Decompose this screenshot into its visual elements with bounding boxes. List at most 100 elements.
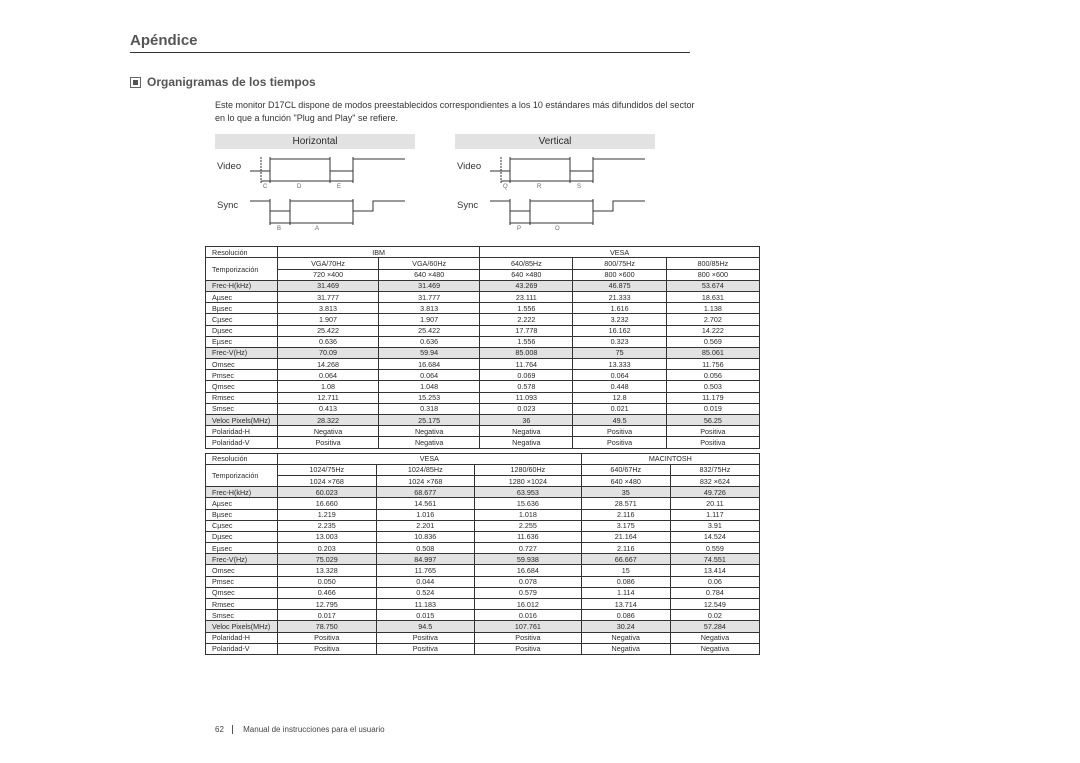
data-cell: 1.907 xyxy=(379,314,480,325)
data-cell: 25.422 xyxy=(278,325,379,336)
data-cell: 49.726 xyxy=(670,487,759,498)
data-cell: 60.023 xyxy=(278,487,377,498)
data-cell: 0.064 xyxy=(278,370,379,381)
data-cell: 2.235 xyxy=(278,520,377,531)
data-cell: Positiva xyxy=(573,426,666,437)
data-cell: 0.636 xyxy=(278,336,379,347)
data-cell: 31.469 xyxy=(278,280,379,291)
data-cell: 28.322 xyxy=(278,415,379,426)
group-header: VESA xyxy=(480,247,760,258)
row-label: Polaridad-H xyxy=(206,632,278,643)
data-cell: 11.183 xyxy=(376,599,475,610)
data-cell: 0.578 xyxy=(480,381,573,392)
data-cell: 59.938 xyxy=(475,554,582,565)
data-cell: 11.093 xyxy=(480,392,573,403)
mode-cell: VGA/70Hz xyxy=(278,258,379,269)
svg-text:P: P xyxy=(517,226,521,232)
timing-table-2: ResoluciónVESAMACINTOSHTemporización1024… xyxy=(205,453,760,655)
resolution-cell: 640 ×480 xyxy=(480,269,573,280)
data-cell: 43.269 xyxy=(480,280,573,291)
data-cell: 94.5 xyxy=(376,621,475,632)
data-cell: Positiva xyxy=(573,437,666,448)
mode-cell: VGA/60Hz xyxy=(379,258,480,269)
data-cell: 66.667 xyxy=(581,554,670,565)
data-cell: 14.222 xyxy=(666,325,759,336)
data-cell: 35 xyxy=(581,487,670,498)
resolution-label: Resolución xyxy=(206,247,278,258)
data-cell: 0.203 xyxy=(278,543,377,554)
data-cell: Negativa xyxy=(278,426,379,437)
data-cell: Positiva xyxy=(475,643,582,654)
data-cell: 0.508 xyxy=(376,543,475,554)
data-cell: 0.569 xyxy=(666,336,759,347)
data-cell: 0.023 xyxy=(480,403,573,414)
data-cell: 0.056 xyxy=(666,370,759,381)
data-cell: Negativa xyxy=(379,437,480,448)
data-cell: 0.466 xyxy=(278,587,377,598)
row-label: Aµsec xyxy=(206,498,278,509)
horizontal-diagram: Horizontal Video C D E Sync xyxy=(215,134,415,238)
timing-tables: ResoluciónIBMVESATemporizaciónVGA/70HzVG… xyxy=(205,246,760,655)
row-label: Pmsec xyxy=(206,370,278,381)
data-cell: 0.559 xyxy=(670,543,759,554)
data-cell: Positiva xyxy=(376,643,475,654)
data-cell: 18.631 xyxy=(666,291,759,302)
data-cell: 1.138 xyxy=(666,303,759,314)
data-cell: Negativa xyxy=(480,426,573,437)
data-cell: 1.048 xyxy=(379,381,480,392)
data-cell: 56.25 xyxy=(666,415,759,426)
resolution-cell: 1024 ×768 xyxy=(376,475,475,486)
row-label: Veloc Pixels(MHz) xyxy=(206,415,278,426)
data-cell: 20.11 xyxy=(670,498,759,509)
data-cell: 23.111 xyxy=(480,291,573,302)
mode-cell: 1024/75Hz xyxy=(278,464,377,475)
data-cell: 16.684 xyxy=(475,565,582,576)
data-cell: 74.551 xyxy=(670,554,759,565)
data-cell: 84.997 xyxy=(376,554,475,565)
section-title: Organigramas de los tiempos xyxy=(147,75,316,89)
data-cell: 0.086 xyxy=(581,576,670,587)
data-cell: 25.422 xyxy=(379,325,480,336)
data-cell: 2.201 xyxy=(376,520,475,531)
data-cell: 1.907 xyxy=(278,314,379,325)
svg-text:C: C xyxy=(263,184,268,190)
data-cell: 1.018 xyxy=(475,509,582,520)
data-cell: 70.09 xyxy=(278,347,379,358)
data-cell: 63.953 xyxy=(475,487,582,498)
data-cell: 13.714 xyxy=(581,599,670,610)
data-cell: 0.524 xyxy=(376,587,475,598)
data-cell: 3.232 xyxy=(573,314,666,325)
data-cell: 14.524 xyxy=(670,531,759,542)
data-cell: 0.017 xyxy=(278,610,377,621)
row-label: Polaridad-V xyxy=(206,437,278,448)
data-cell: 30.24 xyxy=(581,621,670,632)
vertical-header: Vertical xyxy=(455,134,655,149)
row-label: Eµsec xyxy=(206,336,278,347)
data-cell: 11.756 xyxy=(666,359,759,370)
horizontal-waveform-icon: Video C D E Sync xyxy=(215,153,415,233)
data-cell: 107.761 xyxy=(475,621,582,632)
row-label: Frec-H(kHz) xyxy=(206,487,278,498)
timing-table-1: ResoluciónIBMVESATemporizaciónVGA/70HzVG… xyxy=(205,246,760,448)
data-cell: 16.162 xyxy=(573,325,666,336)
data-cell: 21.164 xyxy=(581,531,670,542)
data-cell: 1.616 xyxy=(573,303,666,314)
page-footer: 62 Manual de instrucciones para el usuar… xyxy=(215,725,385,734)
data-cell: Positiva xyxy=(278,643,377,654)
resolution-cell: 720 ×400 xyxy=(278,269,379,280)
data-cell: 11.636 xyxy=(475,531,582,542)
data-cell: 1.114 xyxy=(581,587,670,598)
data-cell: 16.012 xyxy=(475,599,582,610)
v-sync-label: Sync xyxy=(457,200,478,211)
data-cell: 0.016 xyxy=(475,610,582,621)
data-cell: 2.702 xyxy=(666,314,759,325)
row-label: Bµsec xyxy=(206,303,278,314)
data-cell: 12.711 xyxy=(278,392,379,403)
data-cell: 1.016 xyxy=(376,509,475,520)
row-label: Pmsec xyxy=(206,576,278,587)
data-cell: 3.813 xyxy=(379,303,480,314)
resolution-cell: 800 ×600 xyxy=(666,269,759,280)
data-cell: 3.813 xyxy=(278,303,379,314)
row-label: Cµsec xyxy=(206,314,278,325)
data-cell: 85.061 xyxy=(666,347,759,358)
